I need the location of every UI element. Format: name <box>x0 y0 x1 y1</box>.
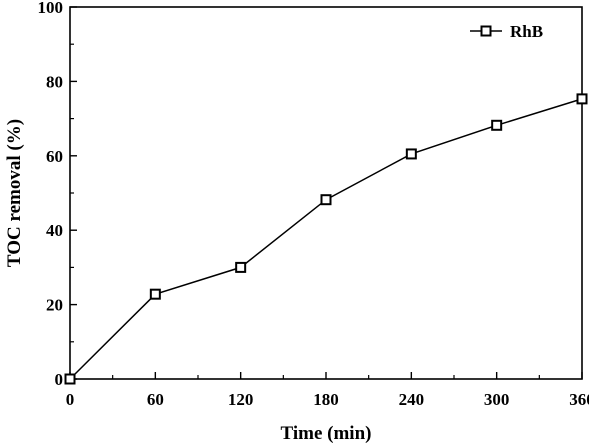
y-tick-label: 60 <box>46 147 63 166</box>
series-layer <box>64 93 588 385</box>
x-tick-label: 240 <box>399 390 425 409</box>
y-tick-label: 100 <box>38 0 64 17</box>
data-point <box>64 373 76 385</box>
legend-marker <box>480 25 492 37</box>
legend-label: RhB <box>510 22 543 41</box>
x-tick-label: 360 <box>569 390 589 409</box>
y-axis-title: TOC removal (%) <box>4 119 25 267</box>
data-point <box>491 119 503 131</box>
x-axis-title: Time (min) <box>281 423 372 443</box>
series-line-rhb <box>69 98 583 380</box>
x-tick-label: 60 <box>147 390 164 409</box>
x-tick-label: 180 <box>313 390 339 409</box>
data-point <box>235 261 247 273</box>
data-point <box>576 93 588 105</box>
y-tick-label: 20 <box>46 296 63 315</box>
axes: 0 60 120 180 240 300 360 0 20 40 60 80 100 <box>38 0 589 409</box>
legend: RhB <box>470 22 543 41</box>
data-point <box>320 194 332 206</box>
y-tick-label: 0 <box>55 370 64 389</box>
x-tick-label: 0 <box>66 390 75 409</box>
plot-frame <box>69 6 583 380</box>
y-tick-label: 80 <box>46 72 63 91</box>
x-tick-label: 300 <box>484 390 510 409</box>
y-tick-label: 40 <box>46 221 63 240</box>
x-tick-label: 120 <box>228 390 254 409</box>
data-point <box>405 148 417 160</box>
data-point <box>149 288 161 300</box>
